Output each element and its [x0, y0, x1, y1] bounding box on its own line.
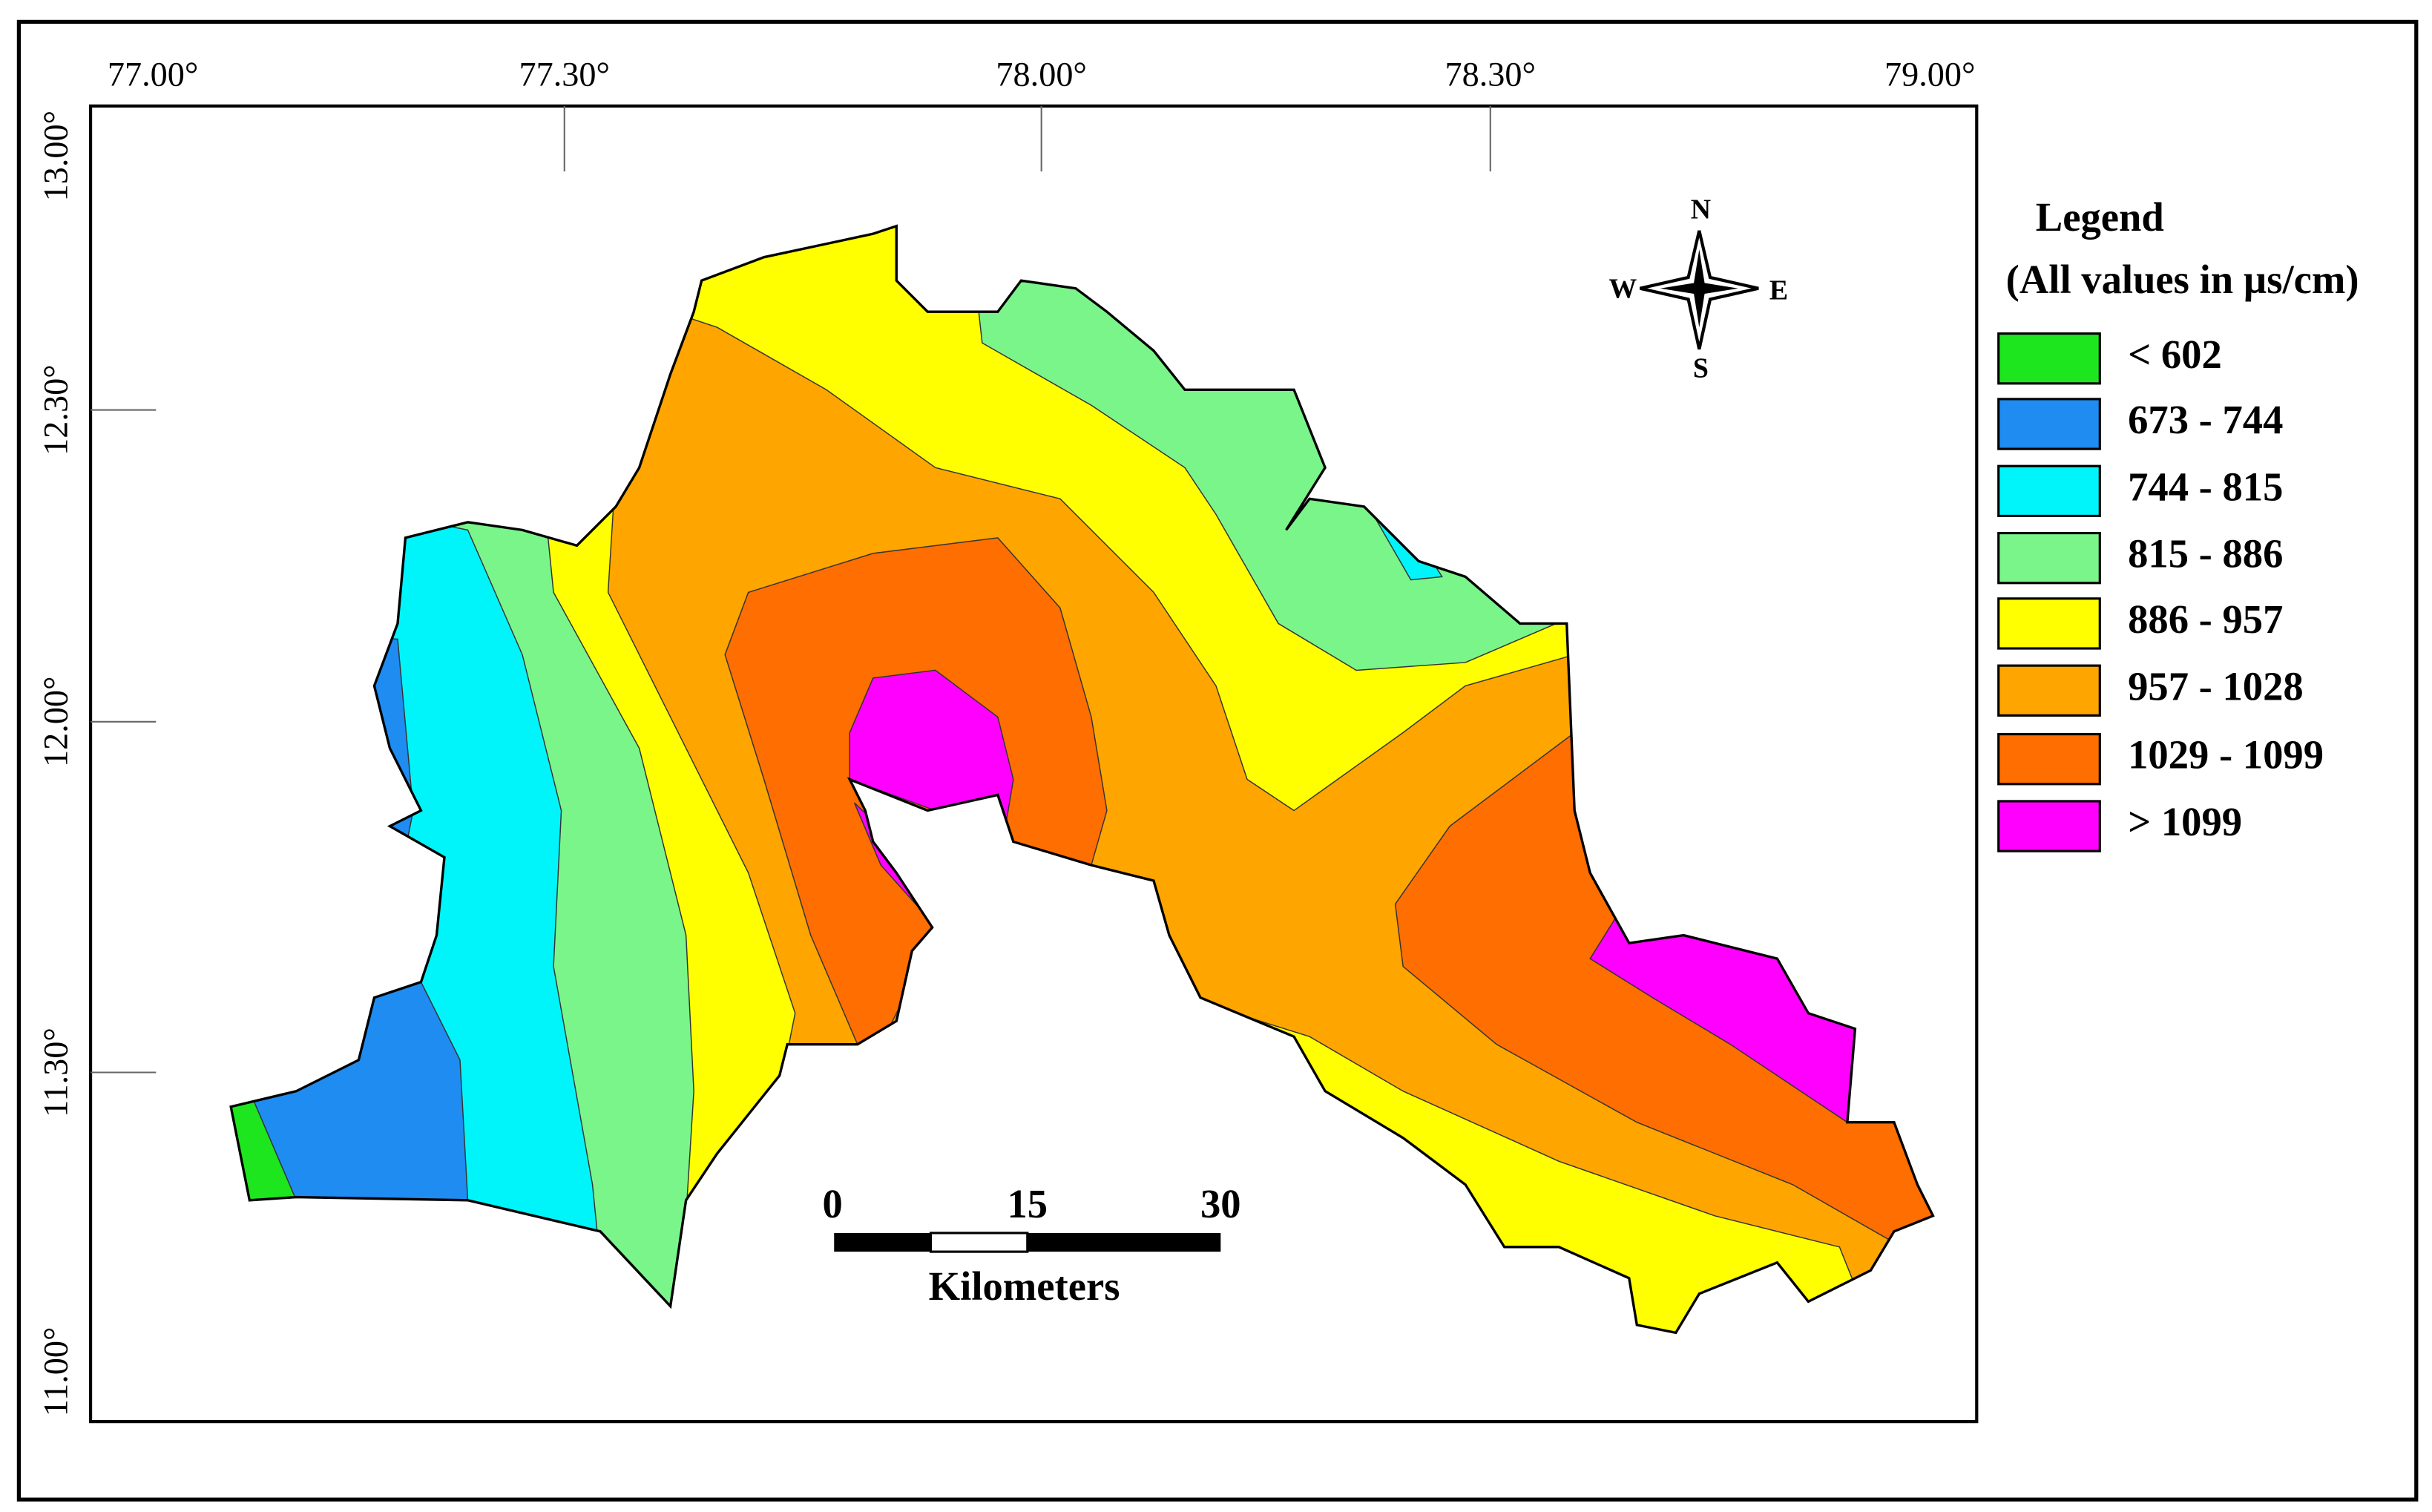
lat-label: 13.00° [37, 111, 75, 201]
lat-label: 12.00° [37, 677, 75, 767]
lat-label: 11.00° [37, 1327, 75, 1417]
region-outline [229, 224, 1935, 1335]
legend-subtitle: (All values in µs/cm) [2006, 257, 2359, 302]
scale-label: 15 [1007, 1181, 1048, 1226]
legend-label: 957 - 1028 [2128, 663, 2304, 709]
scale-segment [834, 1232, 931, 1252]
compass-west: W [1608, 274, 1637, 305]
legend: Legend (All values in µs/cm) < 602 673 - … [1997, 194, 2359, 852]
compass: N S E W [1608, 194, 1788, 384]
lat-label: 11.30° [37, 1028, 75, 1117]
scale-segment [929, 1232, 1029, 1253]
compass-north: N [1691, 194, 1711, 225]
scale-bar: 0 15 30 Kilometers [822, 1181, 1240, 1309]
scale-label: 30 [1200, 1181, 1241, 1226]
outer-frame [16, 19, 2419, 1502]
legend-label: 673 - 744 [2128, 397, 2283, 442]
scale-unit: Kilometers [929, 1263, 1120, 1309]
legend-swatch [1997, 332, 2101, 385]
legend-label: 744 - 815 [2128, 464, 2283, 509]
legend-label: 1029 - 1099 [2128, 732, 2324, 778]
legend-swatch [1997, 398, 2101, 450]
legend-label: < 602 [2128, 332, 2222, 377]
zone [231, 981, 469, 1217]
legend-swatch [1997, 464, 2101, 518]
zone [231, 622, 414, 850]
graticule: 77.00° 77.30° 78.00° 78.30° 79.00° 13.00° 12.3… [37, 56, 1976, 1417]
compass-south: S [1693, 353, 1709, 384]
scale-label: 0 [822, 1181, 842, 1226]
lon-label: 78.00° [996, 56, 1086, 93]
legend-swatch [1997, 733, 2101, 786]
scale-segment [1027, 1232, 1221, 1252]
lon-label: 77.30° [519, 56, 610, 93]
lon-label: 77.00° [108, 56, 198, 93]
legend-swatch [1997, 664, 2101, 717]
lat-label: 12.30° [37, 364, 75, 455]
zones [231, 226, 1933, 1333]
lon-label: 78.30° [1445, 56, 1536, 93]
legend-swatch [1997, 597, 2101, 650]
legend-label: 886 - 957 [2128, 596, 2283, 642]
legend-label: > 1099 [2128, 799, 2242, 844]
legend-title: Legend [2036, 194, 2164, 240]
legend-swatch [1997, 800, 2101, 852]
legend-label: 815 - 886 [2128, 531, 2283, 576]
map-frame [88, 104, 1979, 1424]
lon-label: 79.00° [1884, 56, 1975, 93]
legend-swatch [1997, 531, 2101, 585]
compass-needle [1660, 282, 1738, 295]
compass-east: E [1769, 275, 1788, 306]
